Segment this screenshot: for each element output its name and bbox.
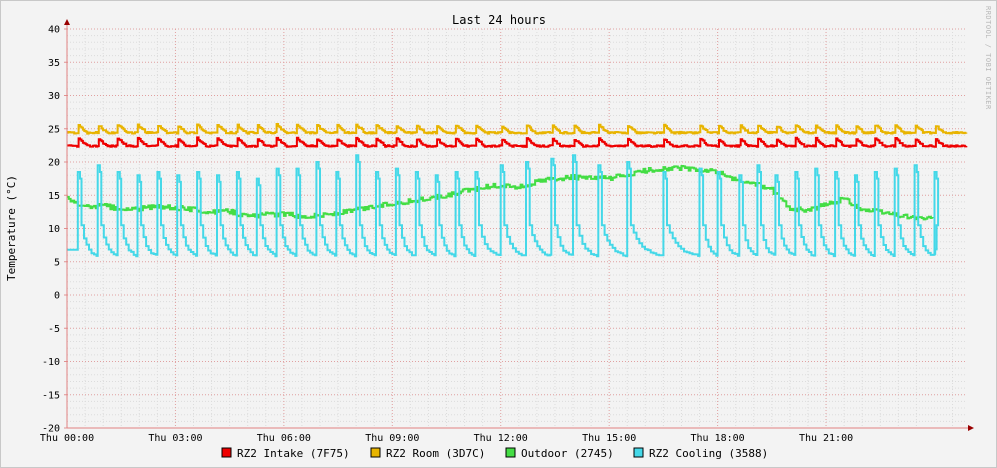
x-axis-ticks: Thu 00:00 Thu 03:00 Thu 06:00 Thu 09:00 Thu … (40, 433, 853, 444)
series-line-room (67, 123, 968, 135)
axes (64, 19, 974, 431)
y-axis-arrow-icon (64, 19, 70, 25)
x-tick-label: Thu 00:00 (40, 433, 94, 444)
legend-swatch (221, 447, 232, 458)
x-tick-label: Thu 12:00 (474, 433, 528, 444)
grid (66, 28, 967, 429)
y-tick-label: -5 (48, 324, 60, 335)
y-tick-label: 30 (48, 91, 60, 102)
y-tick-label: -15 (42, 390, 60, 401)
legend-swatch (370, 447, 381, 458)
legend: RZ2 Intake (7F75) RZ2 Room (3D7C) Outdoor … (221, 447, 768, 460)
series-line-cooling (67, 154, 940, 258)
y-tick-label: 25 (48, 124, 60, 135)
chart-title: Last 24 hours (452, 13, 546, 27)
legend-label: RZ2 Intake (7F75) (237, 447, 350, 460)
x-axis-arrow-icon (968, 425, 974, 431)
y-tick-label: 10 (48, 224, 60, 235)
series-line-intake (67, 136, 968, 148)
legend-swatch (633, 447, 644, 458)
legend-label: RZ2 Room (3D7C) (386, 447, 485, 460)
y-tick-label: -10 (42, 357, 60, 368)
rrdtool-watermark: RRDTOOL / TOBI OETIKER (984, 6, 992, 110)
x-tick-label: Thu 18:00 (691, 433, 745, 444)
y-tick-label: 20 (48, 158, 60, 169)
y-tick-label: 35 (48, 58, 60, 69)
legend-label: Outdoor (2745) (521, 447, 614, 460)
legend-label: RZ2 Cooling (3588) (649, 447, 768, 460)
y-tick-label: 40 (48, 25, 60, 36)
series-lines (67, 123, 968, 258)
y-tick-label: 5 (54, 257, 60, 268)
x-tick-label: Thu 06:00 (257, 433, 311, 444)
y-axis-label: Temperature (°C) (5, 175, 18, 281)
x-tick-label: Thu 15:00 (582, 433, 636, 444)
legend-swatch (505, 447, 516, 458)
x-tick-label: Thu 09:00 (365, 433, 419, 444)
x-tick-label: Thu 03:00 (148, 433, 202, 444)
x-tick-label: Thu 21:00 (799, 433, 853, 444)
y-tick-label: 15 (48, 191, 60, 202)
y-axis-ticks: 40 35 30 25 20 15 10 5 0 -5 -10 -15 -20 (42, 25, 67, 435)
y-tick-label: 0 (54, 291, 60, 302)
y-tick-label: -20 (42, 424, 60, 435)
